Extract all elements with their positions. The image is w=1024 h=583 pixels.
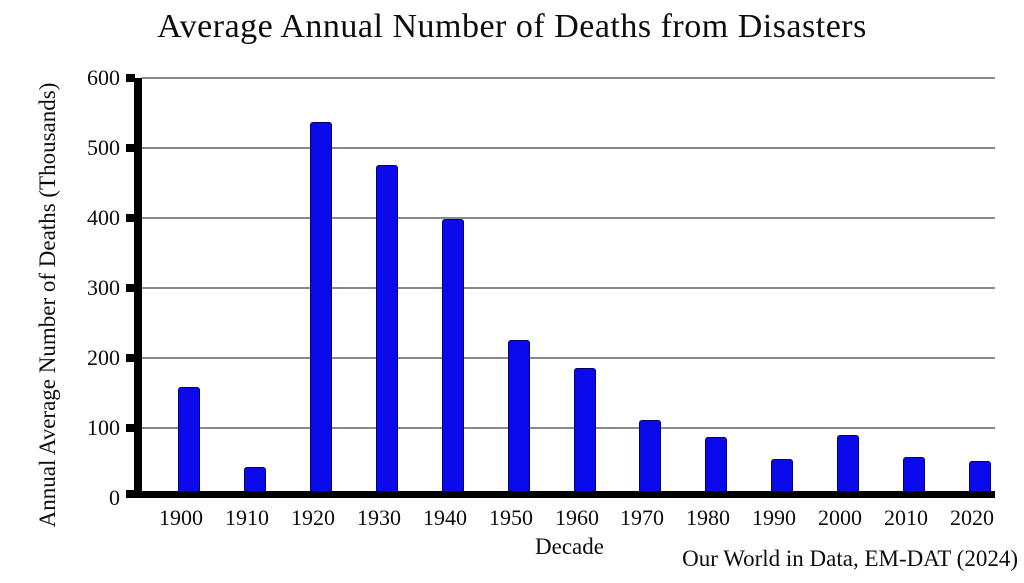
x-tick-label-2000: 2000 [818,505,862,530]
chart-title: Average Annual Number of Deaths from Dis… [157,8,867,45]
x-axis-title: Decade [535,534,604,559]
bar-1970 [639,420,661,491]
y-tick-label-100: 100 [87,415,120,440]
bar-1920 [310,122,332,491]
bar-1940 [442,219,464,491]
bar-2000 [837,435,859,491]
bar-1990 [771,459,793,491]
y-tick-mark-0 [126,490,135,498]
x-tick-label-1900: 1900 [159,505,203,530]
x-tick-label-1990: 1990 [752,505,796,530]
x-tick-label-1960: 1960 [555,505,599,530]
gridline-y600 [142,77,995,79]
x-tick-label-2020: 2020 [950,505,994,530]
gridline-y300 [142,287,995,289]
plot-area [126,74,995,498]
y-tick-label-400: 400 [87,205,120,230]
bar-1980 [705,437,727,491]
source-attribution: Our World in Data, EM-DAT (2024) [682,546,1018,571]
x-tick-label-1980: 1980 [686,505,730,530]
x-tick-label-1940: 1940 [423,505,467,530]
bar-2010 [903,457,925,491]
bar-1910 [244,467,266,491]
y-tick-label-600: 600 [87,65,120,90]
x-tick-label-1970: 1970 [620,505,664,530]
y-tick-label-500: 500 [87,135,120,160]
x-tick-label-1930: 1930 [357,505,401,530]
y-tick-mark-500 [126,144,135,152]
gridline-y200 [142,357,995,359]
y-tick-mark-200 [126,354,135,362]
x-tick-label-1950: 1950 [489,505,533,530]
y-axis-title: Annual Average Number of Deaths (Thousan… [35,82,60,528]
bar-1950 [508,340,530,491]
y-tick-mark-300 [126,284,135,292]
x-tick-label-2010: 2010 [884,505,928,530]
bar-1960 [574,368,596,491]
bar-1900 [178,387,200,491]
y-tick-label-300: 300 [87,275,120,300]
gridline-y400 [142,217,995,219]
y-tick-label-0: 0 [109,485,120,510]
bar-2020 [969,461,991,491]
y-tick-mark-600 [126,74,135,82]
bar-1930 [376,165,398,491]
gridline-y100 [142,427,995,429]
y-tick-label-200: 200 [87,345,120,370]
y-tick-mark-100 [126,424,135,432]
x-tick-label-1910: 1910 [225,505,269,530]
gridline-y500 [142,147,995,149]
x-tick-label-1920: 1920 [291,505,335,530]
y-tick-mark-400 [126,214,135,222]
